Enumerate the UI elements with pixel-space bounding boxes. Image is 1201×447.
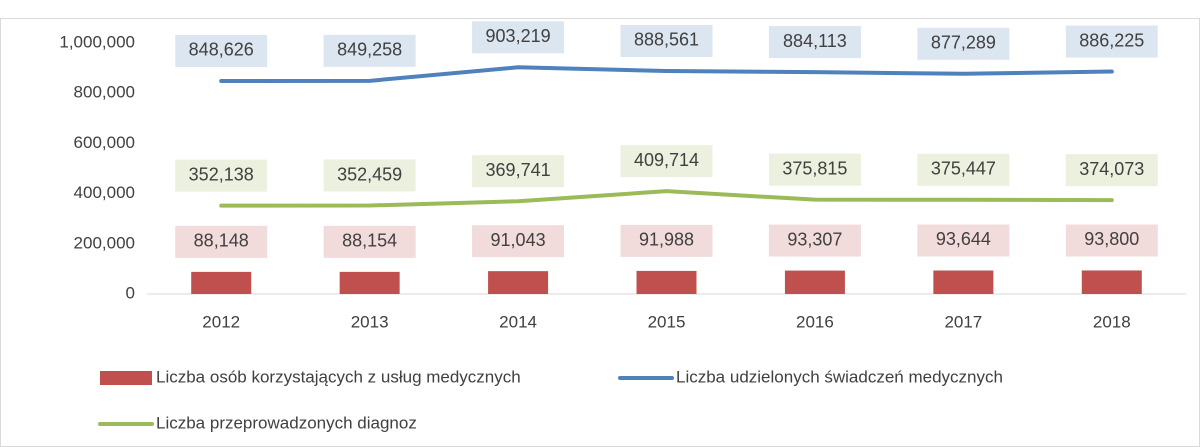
- data-label: 884,113: [783, 31, 847, 51]
- data-label-box: [323, 159, 416, 192]
- data-label-box: [620, 224, 713, 257]
- x-tick-label: 2014: [499, 312, 537, 331]
- legend-label: Liczba przeprowadzonych diagnoz: [156, 413, 417, 432]
- line: [219, 65, 1114, 83]
- bar: [933, 270, 994, 294]
- data-label-box: [917, 27, 1010, 60]
- data-label-box: [323, 34, 416, 67]
- data-label: 91,043: [491, 230, 546, 250]
- data-label: 409,714: [634, 150, 699, 170]
- data-label-box: [1065, 25, 1158, 58]
- y-tick-label: 400,000: [74, 183, 135, 202]
- data-label: 88,148: [194, 231, 249, 251]
- x-tick-label: 2016: [796, 312, 834, 331]
- data-label-box: [1065, 154, 1158, 187]
- data-label-box: [768, 224, 861, 257]
- data-label-box: [768, 26, 861, 59]
- data-label: 93,800: [1084, 229, 1139, 249]
- data-label: 93,644: [936, 229, 991, 249]
- data-label: 375,815: [782, 158, 847, 178]
- data-label: 93,307: [787, 229, 842, 249]
- data-label: 903,219: [486, 26, 551, 46]
- bar: [1081, 270, 1142, 294]
- data-label: 886,225: [1079, 30, 1144, 50]
- bar: [636, 270, 697, 294]
- bar: [339, 271, 400, 294]
- y-tick-label: 600,000: [74, 133, 135, 152]
- y-tick-label: 800,000: [74, 83, 135, 102]
- data-label-box: [1065, 224, 1158, 257]
- data-label-box: [472, 225, 565, 258]
- data-label: 369,741: [486, 160, 551, 180]
- data-label-box: [175, 159, 268, 192]
- bar: [784, 270, 845, 294]
- data-label-box: [620, 24, 713, 57]
- data-label: 88,154: [342, 231, 397, 251]
- data-label-box: [472, 21, 565, 54]
- data-label-box: [917, 153, 1010, 186]
- bar: [488, 271, 549, 294]
- data-label: 91,988: [639, 230, 694, 250]
- bar: [191, 271, 252, 294]
- y-tick-label: 1,000,000: [59, 32, 135, 51]
- data-label-box: [917, 224, 1010, 257]
- x-tick-label: 2015: [648, 312, 686, 331]
- line: [219, 189, 1114, 208]
- legend-marker: [100, 371, 152, 385]
- data-label: 352,459: [337, 164, 402, 184]
- legend-label: Liczba udzielonych świadczeń medycznych: [676, 367, 1003, 386]
- data-label: 375,447: [931, 159, 996, 179]
- data-label-box: [323, 225, 416, 258]
- data-label-box: [175, 225, 268, 258]
- y-tick-label: 200,000: [74, 233, 135, 252]
- x-tick-label: 2017: [944, 312, 982, 331]
- y-tick-label: 0: [126, 283, 135, 302]
- x-tick-label: 2018: [1093, 312, 1131, 331]
- data-label: 848,626: [189, 40, 254, 60]
- data-label-box: [768, 153, 861, 186]
- data-label: 352,138: [189, 164, 254, 184]
- data-label: 374,073: [1079, 159, 1144, 179]
- x-tick-label: 2012: [202, 312, 240, 331]
- data-label: 877,289: [931, 33, 996, 53]
- data-label-box: [472, 155, 565, 188]
- legend-label: Liczba osób korzystających z usług medyc…: [156, 367, 521, 386]
- data-label: 849,258: [337, 40, 402, 60]
- x-tick-label: 2013: [351, 312, 389, 331]
- data-label-box: [175, 34, 268, 67]
- data-label-box: [620, 145, 713, 178]
- data-label: 888,561: [634, 30, 699, 50]
